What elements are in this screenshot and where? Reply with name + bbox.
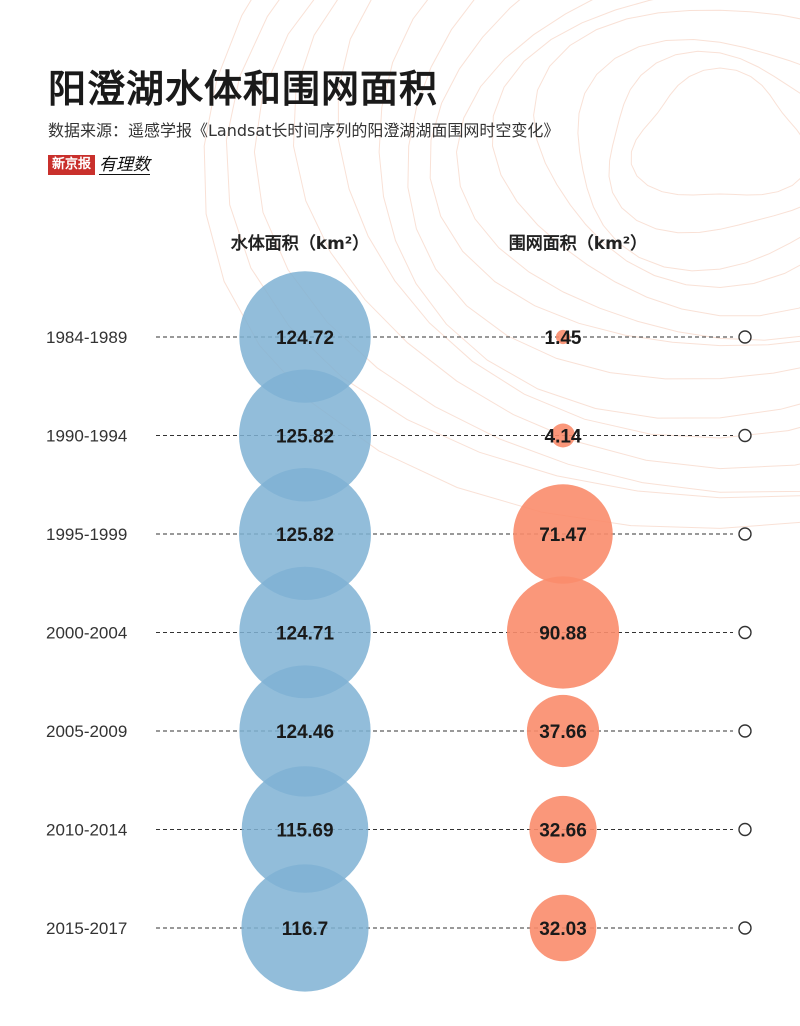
- category-label: 1984-1989: [46, 328, 127, 347]
- brand-script: 有理数: [99, 154, 151, 175]
- brand-logo: 新京报 有理数: [48, 154, 151, 175]
- contour-line: [533, 9, 800, 289]
- water-value-label: 115.69: [276, 821, 333, 842]
- contour-line: [225, 0, 800, 499]
- header-net-area: 围网面积（km²）: [508, 234, 648, 254]
- water-bubble: [239, 369, 371, 502]
- contour-line: [203, 0, 800, 529]
- contour-line: [253, 0, 800, 493]
- page-title: 阳澄湖水体和围网面积: [48, 67, 439, 111]
- row-end-marker: [738, 921, 752, 935]
- contour-line: [491, 0, 800, 317]
- row-end-marker: [738, 330, 752, 344]
- category-label: 2005-2009: [46, 722, 127, 741]
- contour-line: [608, 50, 800, 234]
- row-end-marker: [738, 428, 752, 443]
- net-bubble: [513, 484, 613, 584]
- row-end-marker: [738, 822, 752, 837]
- category-label: 2015-2017: [46, 919, 127, 938]
- brand-box: 新京报: [48, 155, 96, 175]
- net-value-label: 4.14: [545, 427, 582, 448]
- category-label: 2010-2014: [46, 821, 127, 840]
- water-value-label: 125.82: [276, 525, 334, 546]
- contour-line: [337, 0, 800, 439]
- water-bubble: [241, 864, 369, 992]
- net-value-label: 32.03: [539, 919, 587, 940]
- water-value-label: 124.72: [276, 328, 334, 349]
- row-end-marker: [738, 625, 752, 640]
- net-value-label: 1.45: [545, 328, 582, 349]
- net-value-label: 90.88: [539, 624, 587, 645]
- header-water-area: 水体面积（km²）: [230, 234, 370, 254]
- category-label: 2000-2004: [46, 624, 127, 643]
- contour-line: [429, 0, 800, 347]
- water-value-label: 116.7: [282, 919, 329, 940]
- contour-line: [407, 0, 800, 380]
- category-label: 1990-1994: [46, 427, 127, 446]
- contour-line: [455, 0, 800, 341]
- net-bubble: [506, 576, 620, 689]
- category-label: 1995-1999: [46, 525, 127, 544]
- contour-line: [292, 0, 800, 470]
- water-value-label: 124.71: [276, 624, 335, 645]
- water-bubble: [239, 566, 371, 699]
- water-value-label: 124.46: [276, 722, 334, 743]
- net-bubble: [555, 329, 571, 345]
- contour-line: [630, 67, 800, 196]
- net-value-label: 71.47: [539, 525, 587, 546]
- contour-line: [577, 38, 800, 272]
- net-value-label: 37.66: [539, 722, 587, 743]
- row-end-marker: [738, 527, 752, 541]
- net-bubble: [551, 423, 575, 448]
- water-bubble: [239, 468, 371, 600]
- net-bubble: [529, 894, 597, 962]
- net-bubble: [529, 795, 597, 864]
- water-value-label: 125.82: [276, 427, 334, 448]
- contour-line: [378, 0, 800, 419]
- net-bubble: [526, 694, 600, 768]
- water-bubble: [239, 665, 371, 797]
- net-value-label: 32.66: [539, 821, 587, 842]
- water-bubble: [239, 271, 371, 403]
- row-end-marker: [738, 724, 752, 738]
- data-source: 数据来源：遥感学报《Landsat长时间序列的阳澄湖湖面围网时空变化》: [48, 121, 560, 140]
- water-bubble: [241, 766, 369, 893]
